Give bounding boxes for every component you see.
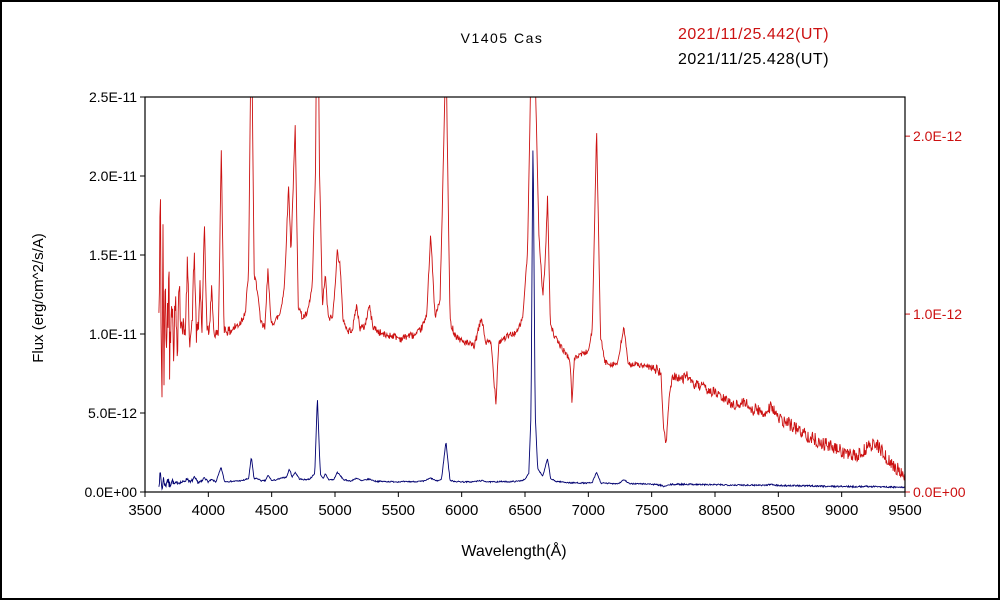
- y-tick-label-left: 2.5E-11: [89, 89, 137, 105]
- x-tick-label: 9000: [825, 502, 858, 519]
- y-tick-label-left: 5.0E-12: [88, 405, 137, 421]
- x-tick-label: 5500: [382, 502, 415, 519]
- x-tick-label: 4500: [255, 502, 288, 519]
- x-tick-label: 3500: [128, 502, 161, 519]
- plot-frame: [144, 96, 906, 493]
- y-tick-label-left: 1.0E-11: [89, 326, 137, 342]
- chart-title: V1405 Cas: [460, 30, 544, 46]
- y-tick-label-left: 1.5E-11: [89, 247, 137, 263]
- red-spectrum-path: [158, 97, 905, 481]
- x-tick-label: 8500: [762, 502, 795, 519]
- x-tick-label: 9500: [888, 502, 921, 519]
- x-tick-label: 6500: [508, 502, 541, 519]
- y-tick-label-left: 2.0E-11: [89, 168, 137, 184]
- black-spectrum-path: [158, 150, 905, 491]
- x-tick-label: 5000: [318, 502, 351, 519]
- y-tick-label-right: 1.0E-12: [913, 306, 962, 322]
- x-tick-label: 7500: [635, 502, 668, 519]
- x-axis-label: Wavelength(Å): [461, 543, 567, 560]
- y-tick-label-left: 0.0E+00: [84, 484, 137, 500]
- legend-entry-black: 2021/11/25.428(UT): [678, 51, 830, 68]
- x-tick-label: 6000: [445, 502, 478, 519]
- legend-entry-red: 2021/11/25.442(UT): [678, 26, 830, 43]
- x-tick-label: 4000: [192, 502, 225, 519]
- legend: 2021/11/25.442(UT) 2021/11/25.428(UT): [678, 22, 829, 72]
- x-tick-label: 8000: [698, 502, 731, 519]
- y-tick-label-right: 2.0E-12: [913, 128, 962, 144]
- x-tick-label: 7000: [572, 502, 605, 519]
- y-tick-label-right: 0.0E+00: [913, 484, 966, 500]
- y-axis-label: Flux (erg/cm^2/s/A): [30, 233, 47, 363]
